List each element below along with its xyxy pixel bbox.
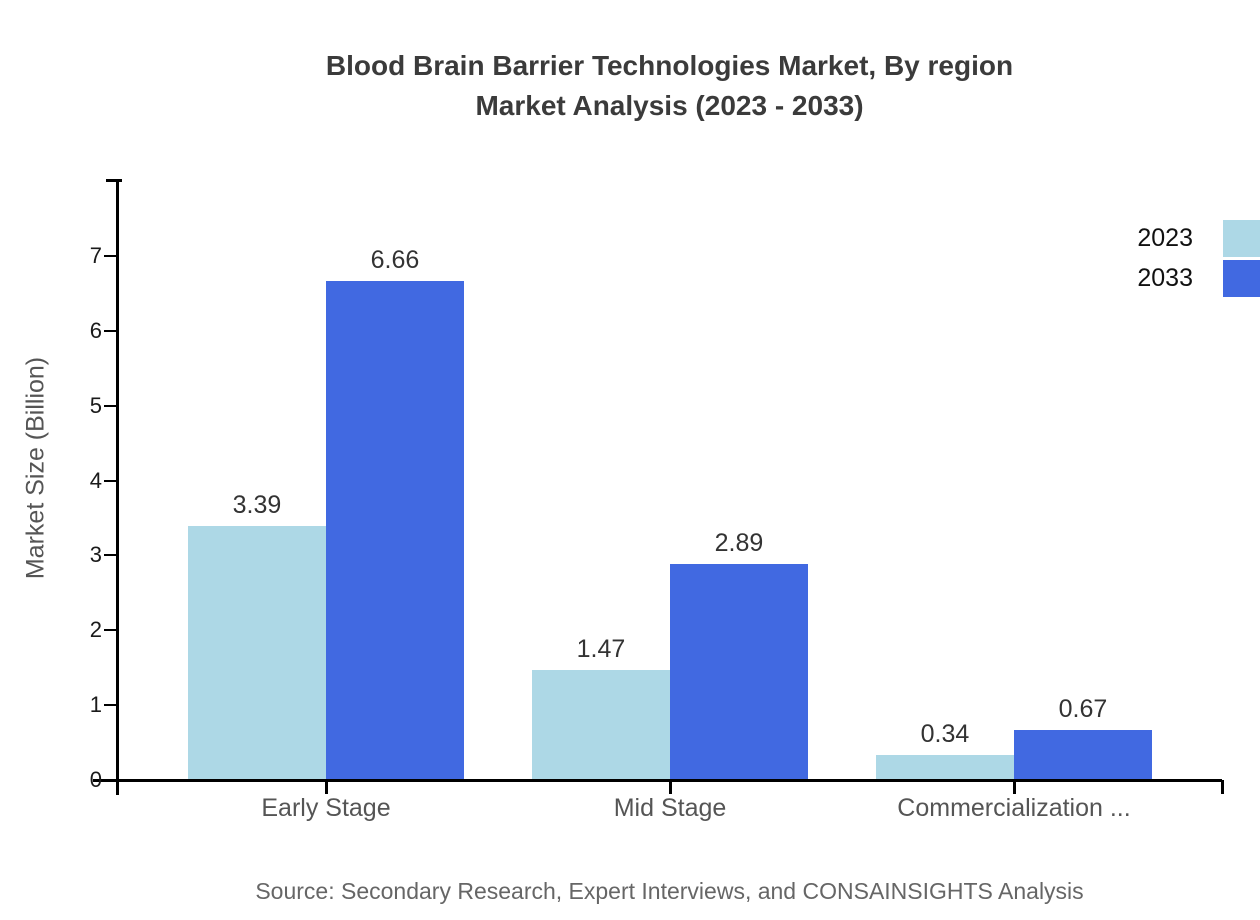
chart-title: Blood Brain Barrier Technologies Market,… (117, 46, 1222, 126)
x-axis-end-tick (1221, 780, 1224, 794)
bar-value-label: 0.34 (920, 720, 970, 748)
y-tick-label: 7 (89, 243, 102, 268)
y-tick (104, 704, 117, 706)
bar-mid-stage-2023 (532, 670, 670, 780)
bar-commercialization-2033 (1014, 730, 1152, 780)
bar-mid-stage-2033 (670, 564, 808, 780)
x-tick (1013, 780, 1016, 794)
x-category-label-early-stage: Early Stage (261, 794, 391, 822)
y-tick-label: 5 (89, 393, 102, 418)
y-tick-label: 4 (89, 468, 102, 493)
chart-title-line1: Blood Brain Barrier Technologies Market,… (325, 50, 1014, 81)
x-axis-line (93, 778, 1222, 782)
y-tick (104, 554, 117, 556)
x-tick (669, 780, 672, 794)
x-category-label-commercialization: Commercialization ... (897, 794, 1131, 822)
bar-value-label: 0.67 (1058, 695, 1108, 723)
bar-early-stage-2033 (326, 281, 464, 780)
y-axis-endcap-tick (106, 179, 122, 182)
bar-value-label: 1.47 (576, 635, 626, 663)
legend-label: 2033 (1137, 264, 1193, 292)
y-tick (104, 405, 117, 407)
bar-commercialization-2023 (876, 755, 1014, 780)
y-tick (104, 779, 117, 781)
x-category-label-mid-stage: Mid Stage (613, 794, 727, 822)
source-note: Source: Secondary Research, Expert Inter… (255, 878, 1084, 904)
y-tick-label: 6 (89, 318, 102, 343)
y-tick (104, 629, 117, 631)
legend-label: 2023 (1137, 224, 1193, 252)
bar-value-label: 6.66 (370, 246, 420, 274)
y-tick-label: 2 (89, 617, 102, 642)
y-tick-label: 3 (89, 542, 102, 567)
bar-value-label: 2.89 (714, 529, 764, 557)
y-tick-label: 0 (89, 767, 102, 792)
legend-item-2023: 2023 (1137, 220, 1260, 257)
legend-swatch-2023 (1223, 220, 1260, 257)
y-tick (104, 480, 117, 482)
x-tick (325, 780, 328, 794)
legend: 2023 2033 (1137, 220, 1260, 300)
y-axis-line (115, 180, 119, 795)
legend-swatch-2033 (1223, 260, 1260, 297)
chart-title-line2: Market Analysis (2023 - 2033) (475, 90, 864, 121)
y-tick-label: 1 (89, 692, 102, 717)
legend-item-2033: 2033 (1137, 260, 1260, 297)
bar-value-label: 3.39 (232, 491, 282, 519)
bar-early-stage-2023 (188, 526, 326, 780)
y-tick (104, 255, 117, 257)
y-tick (104, 330, 117, 332)
